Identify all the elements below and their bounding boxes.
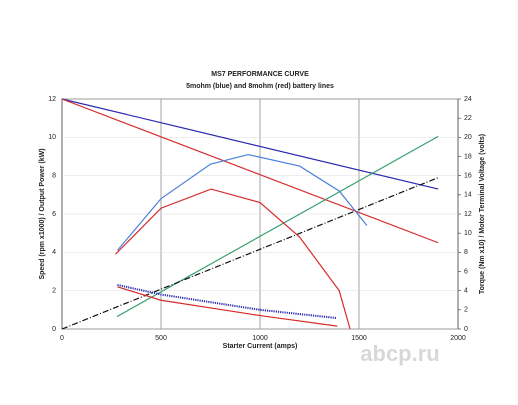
y-tick-label: 4	[52, 249, 56, 256]
y2-tick-label: 2	[464, 307, 468, 314]
y2-tick-label: 8	[464, 249, 468, 256]
watermark: abcp.ru	[360, 341, 439, 366]
x-tick-label: 2000	[450, 335, 466, 342]
y-tick-label: 2	[52, 288, 56, 295]
x-axis-label: Starter Current (amps)	[223, 343, 298, 350]
x-tick-label: 1000	[252, 335, 268, 342]
series-line	[61, 98, 439, 190]
y2-tick-label: 14	[464, 192, 472, 199]
x-tick-label: 1500	[351, 335, 367, 342]
y-axis-label: Speed (rpm x1000) / Output Power (kW)	[39, 148, 46, 279]
y2-tick-label: 12	[464, 211, 472, 218]
chart-subtitle: 5mohm (blue) and 8mohm (red) battery lin…	[186, 83, 334, 90]
series-line	[116, 135, 439, 318]
y2-tick-label: 16	[464, 173, 472, 180]
y2-tick-label: 18	[464, 153, 472, 160]
y2-tick-label: 24	[464, 96, 472, 103]
y-tick-label: 8	[52, 173, 56, 180]
y-tick-label: 0	[52, 326, 56, 333]
series-line	[61, 177, 439, 330]
series-line	[117, 283, 338, 320]
x-tick-label: 500	[155, 335, 167, 342]
y-tick-label: 6	[52, 211, 56, 218]
y2-tick-label: 0	[464, 326, 468, 333]
y2-tick-label: 20	[464, 134, 472, 141]
y2-tick-label: 10	[464, 230, 472, 237]
y-tick-label: 12	[48, 96, 56, 103]
series-line	[117, 286, 338, 327]
chart-title: MS7 PERFORMANCE CURVE	[211, 71, 309, 78]
y2-tick-label: 22	[464, 115, 472, 122]
y-tick-label: 10	[48, 134, 56, 141]
series-line	[61, 98, 439, 244]
y2-tick-label: 4	[464, 288, 468, 295]
y2-axis-label: Torque (Nm x10) / Motor Terminal Voltage…	[479, 134, 486, 294]
series-line	[115, 188, 351, 330]
x-tick-label: 0	[60, 335, 64, 342]
y2-tick-label: 6	[464, 268, 468, 275]
series-line	[116, 153, 368, 251]
